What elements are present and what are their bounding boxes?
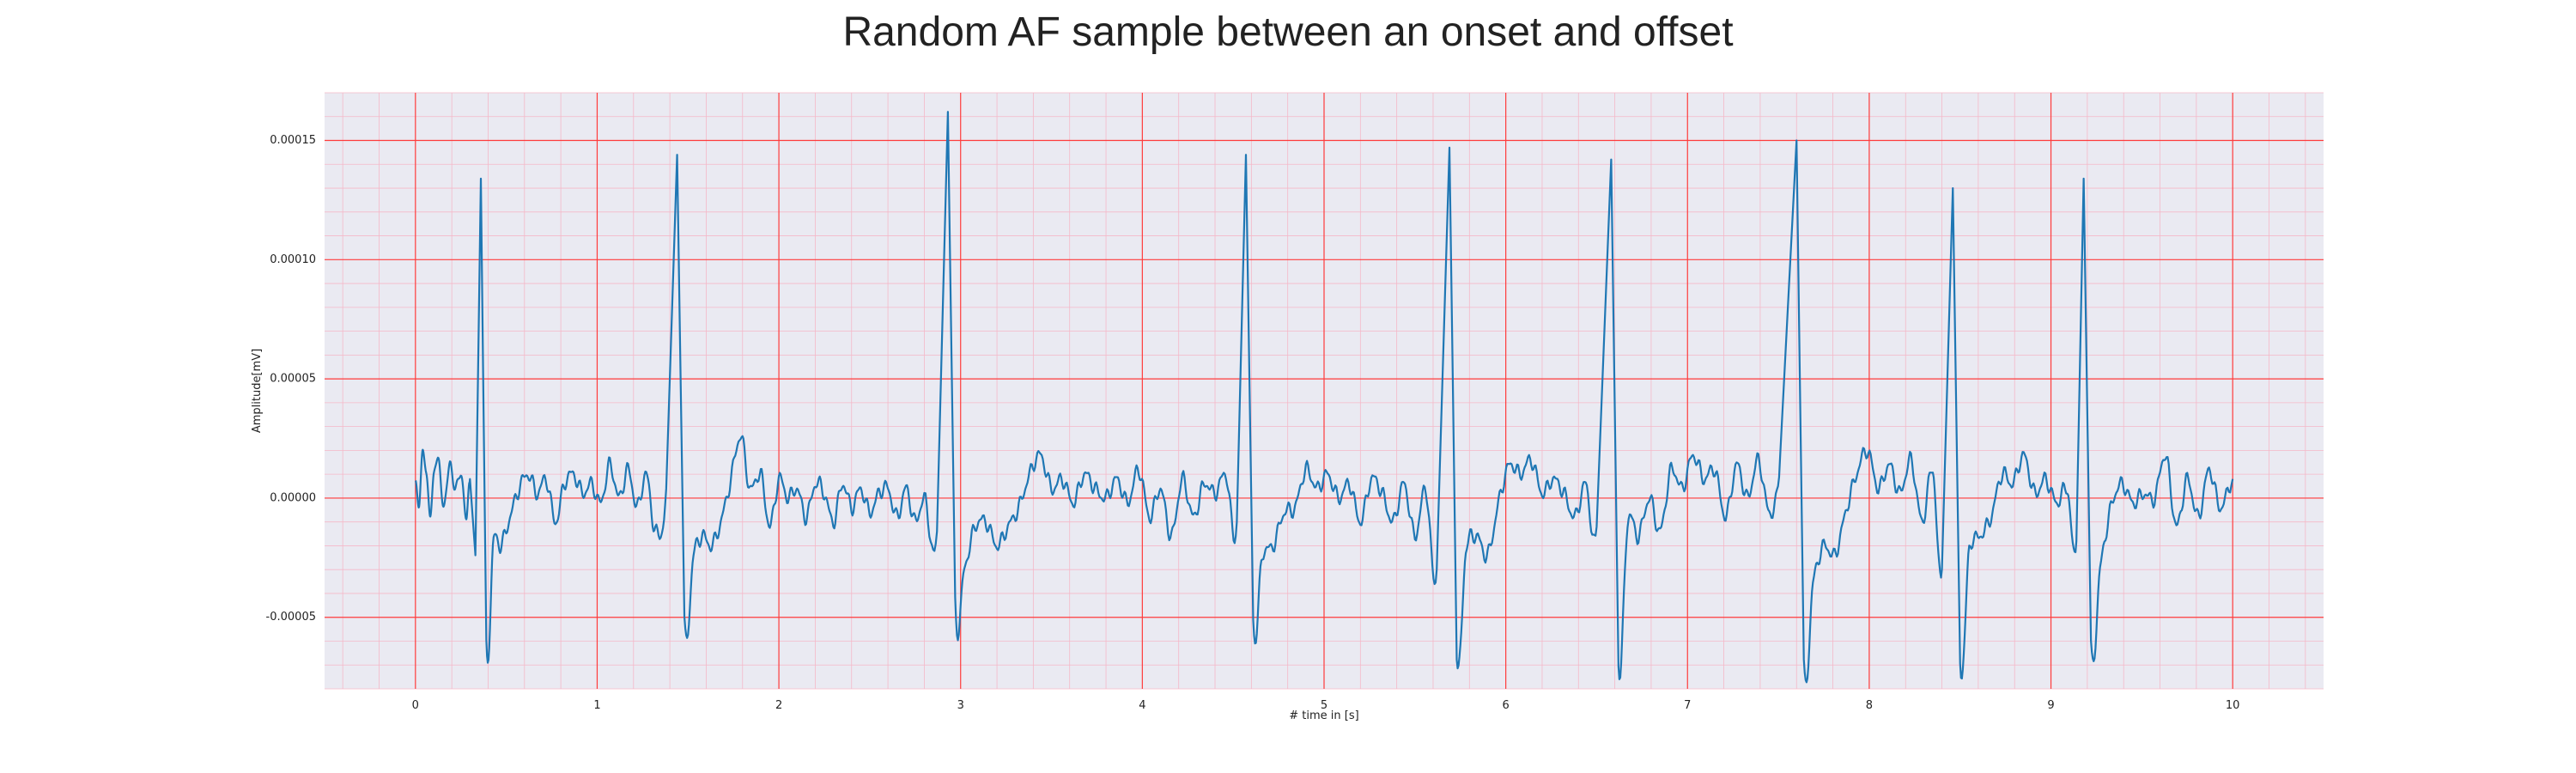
series-layer — [414, 111, 2234, 684]
x-axis-label: # time in [s] — [1289, 709, 1358, 722]
x-tick-label: 1 — [593, 699, 600, 712]
y-tick-label: 0.00010 — [270, 253, 316, 266]
x-tick-label: 0 — [412, 699, 419, 712]
x-tick-label: 7 — [1684, 699, 1691, 712]
x-tick-label: 9 — [2047, 699, 2054, 712]
y-tick-label: 0.00000 — [270, 491, 316, 504]
chart-title: Random AF sample between an onset and of… — [842, 9, 1733, 55]
y-tick-label: -0.00005 — [266, 611, 316, 624]
x-tick-label: 8 — [1866, 699, 1873, 712]
x-tick-label: 10 — [2226, 699, 2240, 712]
x-axis-ticks: 0 1 2 3 4 5 6 7 8 9 10 — [412, 699, 2240, 712]
y-axis-ticks: -0.00005 0.00000 0.00005 0.00010 0.00015 — [266, 134, 316, 624]
x-tick-label: 4 — [1139, 699, 1145, 712]
y-axis-label: Amplitude[mV] — [251, 349, 264, 433]
y-tick-label: 0.00015 — [270, 134, 316, 147]
x-tick-label: 2 — [775, 699, 782, 712]
y-tick-label: 0.00005 — [270, 373, 316, 386]
x-tick-label: 5 — [1321, 699, 1327, 712]
ecg-signal-line — [414, 111, 2234, 684]
x-tick-label: 3 — [957, 699, 964, 712]
x-tick-label: 6 — [1502, 699, 1509, 712]
major-grid — [325, 93, 2324, 689]
